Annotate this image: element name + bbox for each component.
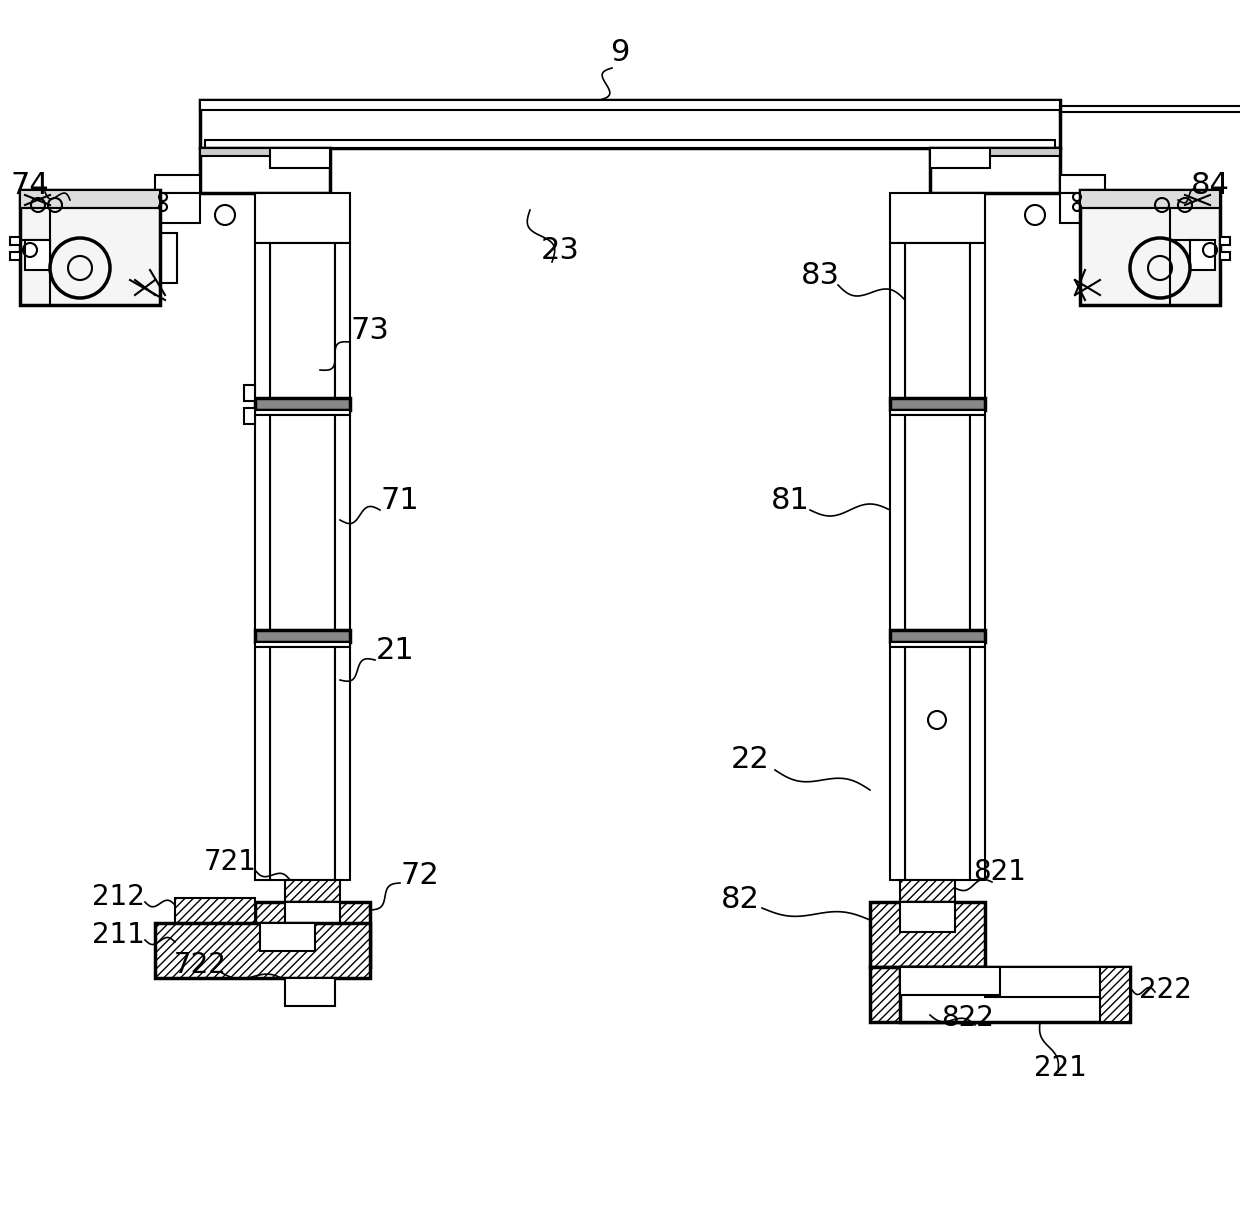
Bar [255, 410, 350, 415]
Bar [155, 923, 370, 978]
Bar [285, 902, 340, 932]
Bar [335, 243, 350, 403]
Bar [1220, 252, 1230, 260]
Bar [930, 148, 1060, 156]
Text: 211: 211 [92, 921, 144, 949]
Bar [335, 415, 350, 630]
Bar [255, 243, 270, 403]
Bar [255, 902, 370, 967]
Text: 71: 71 [381, 485, 419, 514]
Bar [335, 647, 350, 879]
Bar [244, 408, 255, 425]
Bar [205, 139, 1055, 148]
Bar [200, 99, 1060, 110]
Bar [890, 647, 905, 879]
Text: 722: 722 [174, 951, 227, 979]
Bar [155, 233, 177, 283]
Bar [285, 978, 335, 1006]
Bar [1220, 237, 1230, 245]
Bar [270, 415, 335, 630]
Bar [1060, 193, 1105, 223]
Bar [1060, 175, 1105, 193]
Text: 821: 821 [973, 858, 1027, 885]
Text: 222: 222 [1138, 976, 1192, 1004]
Bar [285, 879, 340, 902]
Bar [270, 148, 330, 167]
Bar [255, 193, 350, 243]
Bar [890, 415, 905, 630]
Text: 22: 22 [730, 746, 769, 774]
Bar [890, 642, 985, 647]
Bar [985, 967, 1130, 997]
Bar [900, 967, 1130, 1023]
Bar [270, 243, 335, 403]
Text: 73: 73 [351, 315, 389, 344]
Bar [175, 898, 255, 923]
Bar [200, 99, 1060, 148]
Bar [155, 175, 200, 193]
Bar [905, 243, 970, 403]
Bar [970, 415, 985, 630]
Bar [244, 385, 255, 402]
Bar [905, 647, 970, 879]
Bar [255, 415, 270, 630]
Text: 9: 9 [610, 38, 630, 67]
Bar [1080, 190, 1220, 207]
Bar [930, 148, 1060, 193]
Bar [1080, 190, 1220, 304]
Bar [10, 252, 20, 260]
Bar [870, 967, 985, 1023]
Bar [25, 240, 50, 270]
Text: 81: 81 [770, 485, 810, 514]
Bar [155, 193, 200, 223]
Bar [930, 148, 990, 167]
Bar [890, 410, 985, 415]
Bar [870, 902, 985, 967]
Text: 822: 822 [941, 1004, 994, 1032]
Bar [270, 647, 335, 879]
Bar [20, 190, 160, 304]
Bar [970, 647, 985, 879]
Bar [890, 630, 985, 642]
Bar [255, 642, 350, 647]
Text: 82: 82 [720, 885, 759, 915]
Text: 721: 721 [203, 848, 257, 876]
Text: 21: 21 [376, 636, 414, 665]
Bar [200, 148, 330, 193]
Bar [890, 398, 985, 410]
Bar [200, 148, 330, 156]
Bar [1190, 240, 1215, 270]
Bar [890, 243, 905, 403]
Bar [890, 193, 985, 243]
Bar [255, 630, 350, 642]
Text: 74: 74 [11, 171, 50, 199]
Bar [900, 967, 999, 995]
Bar [1100, 967, 1130, 1023]
Bar [970, 243, 985, 403]
Bar [255, 398, 350, 410]
Text: 23: 23 [541, 235, 579, 264]
Bar [900, 879, 955, 902]
Bar [905, 415, 970, 630]
Text: 212: 212 [92, 883, 144, 911]
Bar [10, 237, 20, 245]
Bar [255, 647, 270, 879]
Text: 84: 84 [1190, 171, 1229, 199]
Bar [20, 190, 160, 207]
Bar [260, 923, 315, 951]
Text: 72: 72 [401, 860, 439, 889]
Bar [900, 902, 955, 932]
Text: 221: 221 [1034, 1054, 1086, 1082]
Text: 83: 83 [801, 261, 839, 290]
Bar [1083, 233, 1105, 283]
